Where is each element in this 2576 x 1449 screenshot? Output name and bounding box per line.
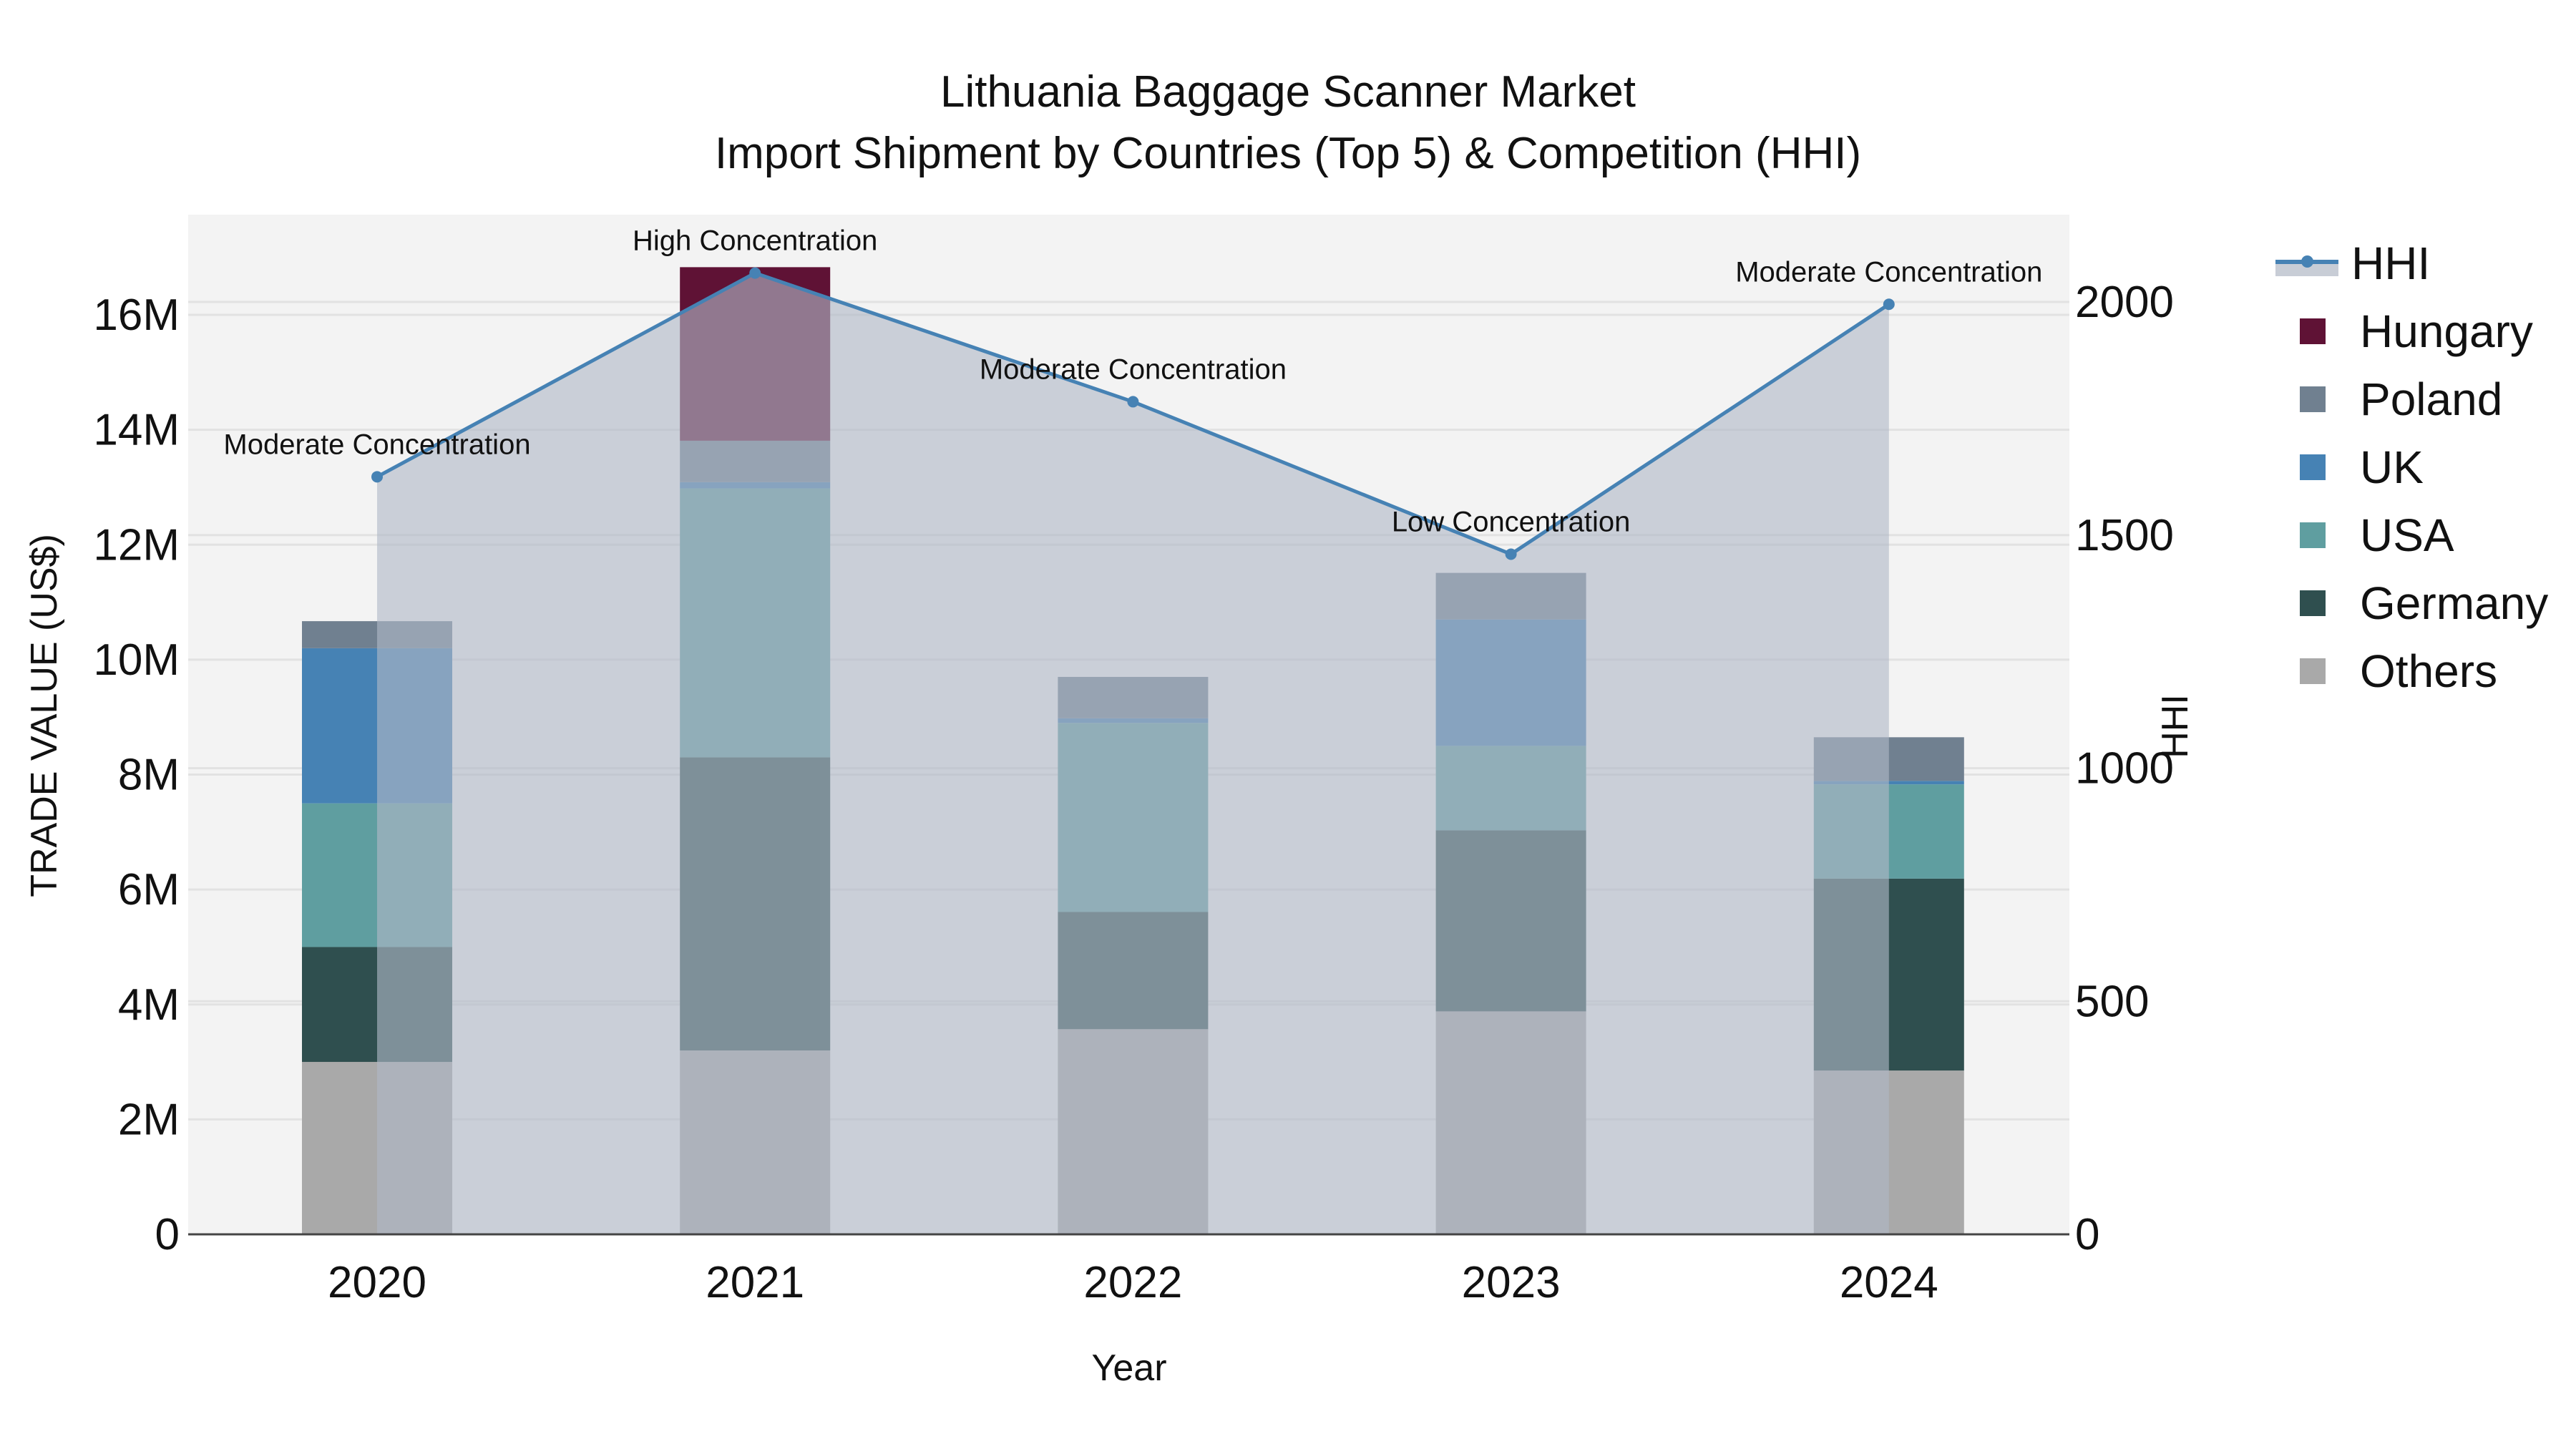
legend-label: Hungary <box>2360 305 2533 357</box>
y2-tick-label: 1500 <box>2075 511 2174 560</box>
color-swatch-icon <box>2300 454 2326 480</box>
y-tick-label: 0 <box>155 1210 180 1259</box>
legend-item-usa[interactable]: USA <box>2275 501 2548 569</box>
chart-subtitle: Import Shipment by Countries (Top 5) & C… <box>714 129 1862 178</box>
y-tick-label: 16M <box>93 291 180 340</box>
concentration-annotation: Moderate Concentration <box>223 429 530 460</box>
y-axis-right-title: HHI <box>2155 694 2196 758</box>
y-tick-label: 6M <box>118 865 180 914</box>
y-tick-label: 8M <box>118 751 180 800</box>
legend-label: Poland <box>2360 373 2503 425</box>
color-swatch-icon <box>2300 590 2326 616</box>
legend-item-germany[interactable]: Germany <box>2275 569 2548 637</box>
x-tick-label: 2021 <box>706 1258 804 1307</box>
color-swatch-icon <box>2300 318 2326 344</box>
legend-label: UK <box>2360 441 2424 493</box>
legend-item-poland[interactable]: Poland <box>2275 365 2548 433</box>
legend-label: Others <box>2360 645 2498 697</box>
y2-tick-label: 1000 <box>2075 744 2174 794</box>
y-tick-label: 14M <box>93 406 180 455</box>
legend-item-others[interactable]: Others <box>2275 637 2548 705</box>
concentration-annotation: Moderate Concentration <box>1735 256 2042 288</box>
legend: HHI Hungary Poland UK USA Germany Others <box>2275 229 2548 705</box>
concentration-annotation: High Concentration <box>633 225 877 257</box>
color-swatch-icon <box>2300 658 2326 684</box>
y-axis-left-title: TRADE VALUE (US$) <box>24 534 65 897</box>
x-tick-label: 2020 <box>328 1258 426 1307</box>
y2-tick-label: 2000 <box>2075 278 2174 327</box>
hhi-marker[interactable] <box>1505 548 1517 560</box>
y-tick-label: 10M <box>93 635 180 685</box>
line-marker-icon <box>2275 249 2338 278</box>
color-swatch-icon <box>2300 522 2326 548</box>
legend-label: HHI <box>2351 237 2431 289</box>
x-axis-title: Year <box>1091 1347 1167 1389</box>
y-tick-label: 12M <box>93 520 180 570</box>
concentration-annotation: Moderate Concentration <box>980 353 1287 385</box>
y-tick-label: 2M <box>118 1095 180 1144</box>
legend-item-hhi[interactable]: HHI <box>2275 229 2548 297</box>
concentration-annotation: Low Concentration <box>1392 506 1631 537</box>
hhi-marker[interactable] <box>1127 396 1139 408</box>
y2-tick-label: 500 <box>2075 977 2149 1026</box>
hhi-area <box>377 273 1889 1235</box>
x-tick-label: 2023 <box>1462 1258 1561 1307</box>
legend-label: USA <box>2360 509 2454 561</box>
y2-tick-label: 0 <box>2075 1210 2099 1259</box>
hhi-marker[interactable] <box>1883 298 1895 311</box>
chart-title: Lithuania Baggage Scanner Market <box>940 67 1636 117</box>
y-tick-label: 4M <box>118 980 180 1030</box>
hhi-marker[interactable] <box>371 471 383 483</box>
x-tick-label: 2022 <box>1083 1258 1182 1307</box>
legend-item-uk[interactable]: UK <box>2275 433 2548 501</box>
legend-item-hungary[interactable]: Hungary <box>2275 297 2548 365</box>
color-swatch-icon <box>2300 386 2326 412</box>
legend-label: Germany <box>2360 577 2549 629</box>
x-tick-label: 2024 <box>1840 1258 1938 1307</box>
hhi-marker[interactable] <box>749 267 761 279</box>
